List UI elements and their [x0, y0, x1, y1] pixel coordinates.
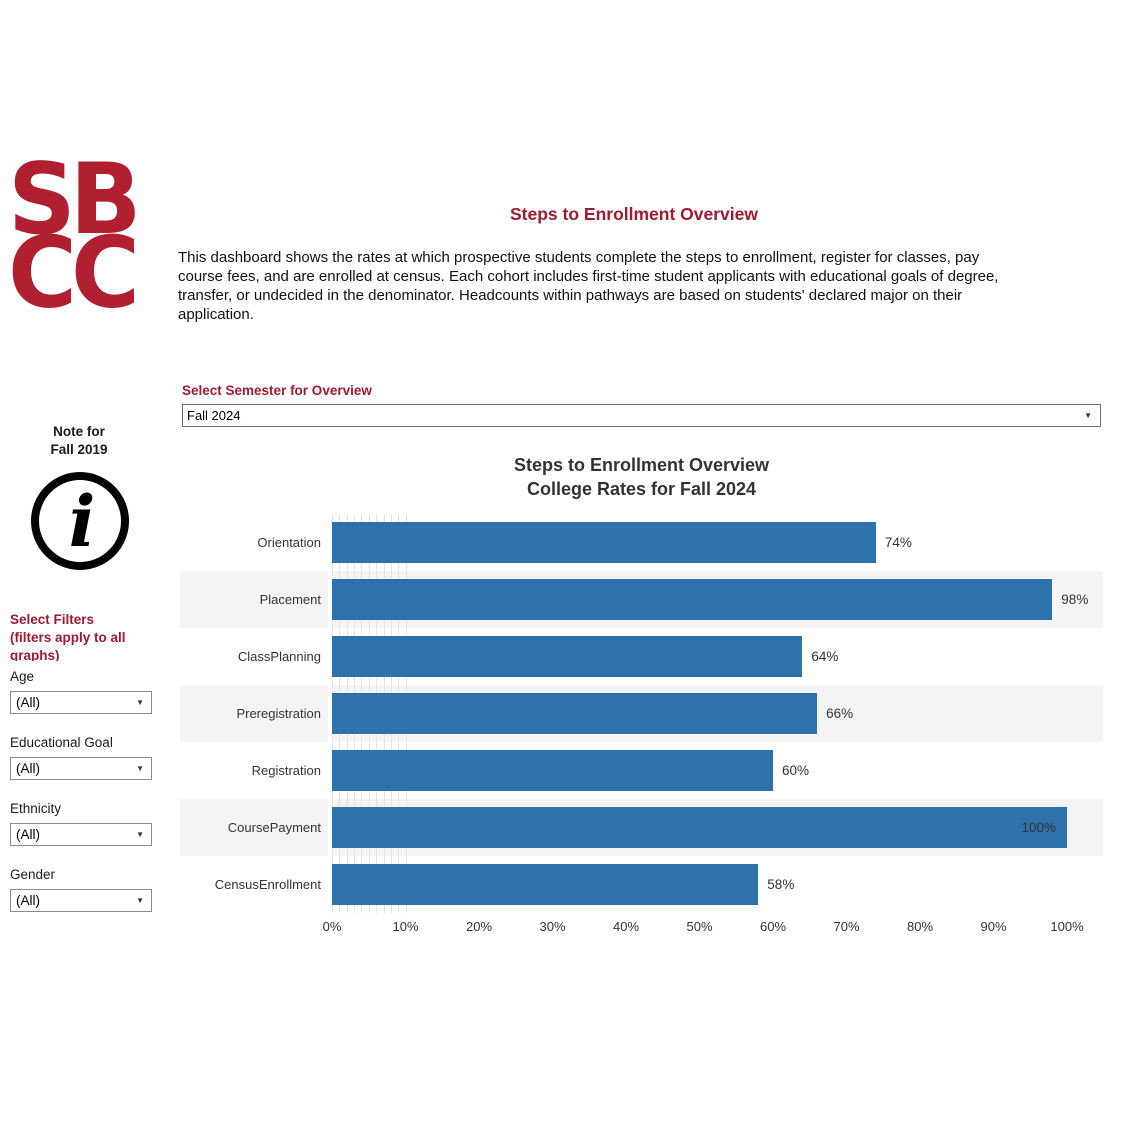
- logo-line-2: CC: [8, 217, 140, 331]
- chevron-down-icon: ▼: [136, 895, 144, 905]
- chart-row: Preregistration 66%: [180, 685, 1103, 742]
- row-label: CensusEnrollment: [214, 877, 321, 892]
- bar-coursepayment[interactable]: [332, 807, 1067, 848]
- semester-select-label: Select Semester for Overview: [182, 383, 372, 398]
- row-label: Preregistration: [180, 685, 328, 742]
- page-title: Steps to Enrollment Overview: [510, 204, 758, 224]
- filter-dropdown-educational-goal[interactable]: (All) ▼: [10, 757, 152, 780]
- bar-preregistration[interactable]: [332, 693, 818, 734]
- row-plot: 100%: [332, 799, 1103, 856]
- filter-dropdown-ethnicity[interactable]: (All) ▼: [10, 823, 152, 846]
- bar-censusenrollment[interactable]: [332, 864, 759, 905]
- filter-group-ethnicity: Ethnicity (All) ▼: [10, 800, 153, 846]
- chart-row: Placement 98%: [180, 571, 1103, 628]
- bar-value-label: 60%: [782, 763, 810, 778]
- filter-group-educational-goal: Educational Goal (All) ▼: [10, 734, 153, 780]
- filter-dropdown-gender[interactable]: (All) ▼: [10, 889, 152, 912]
- row-plot: 64%: [332, 628, 1103, 685]
- bar-value-label: 100%: [1021, 820, 1056, 835]
- x-tick-label: 50%: [686, 919, 713, 934]
- filter-label-educational-goal: Educational Goal: [10, 735, 113, 750]
- row-label: ClassPlanning: [237, 649, 321, 664]
- x-tick-label: 70%: [833, 919, 860, 934]
- chart-row: Orientation 74%: [180, 514, 1103, 571]
- row-label: Registration: [251, 763, 321, 778]
- x-tick-label: 10%: [392, 919, 419, 934]
- x-tick-label: 80%: [906, 919, 934, 934]
- chart-rows: Orientation 74% Placement 98% ClassPlanning 6…: [180, 514, 1103, 913]
- filter-group-age: Age (All) ▼: [10, 668, 153, 714]
- dashboard-description: This dashboard shows the rates at which …: [178, 249, 999, 323]
- bar-classplanning[interactable]: [332, 636, 803, 677]
- bar-value-label: 74%: [884, 535, 912, 550]
- row-label: Orientation: [257, 535, 321, 550]
- filter-dropdown-value: (All): [16, 695, 40, 710]
- row-plot: 58%: [332, 856, 1103, 913]
- x-tick-label: 90%: [980, 919, 1007, 934]
- note-label: Note for Fall 2019: [50, 424, 108, 457]
- filter-group-gender: Gender (All) ▼: [10, 866, 153, 912]
- chevron-down-icon: ▼: [136, 763, 144, 773]
- x-tick-label: 60%: [759, 919, 787, 934]
- x-tick-label: 30%: [539, 919, 566, 934]
- filter-label-ethnicity: Ethnicity: [10, 801, 62, 816]
- filter-label-age: Age: [10, 669, 35, 684]
- bar-value-label: 98%: [1061, 592, 1089, 607]
- bar-value-label: 58%: [767, 877, 795, 892]
- svg-text:i: i: [69, 480, 96, 563]
- chart-row: ClassPlanning 64%: [180, 628, 1103, 685]
- filter-dropdown-value: (All): [16, 827, 40, 842]
- bar-registration[interactable]: [332, 750, 773, 791]
- chevron-down-icon: ▼: [136, 697, 144, 707]
- chart-title: Steps to Enrollment Overview College Rat…: [180, 453, 1103, 501]
- x-tick-label: 20%: [465, 919, 493, 934]
- chart-title-line: Steps to Enrollment Overview: [513, 455, 770, 475]
- info-icon[interactable]: i: [28, 469, 132, 573]
- chart-subtitle-line: College Rates for Fall 2024: [526, 479, 757, 499]
- row-label: Placement: [180, 571, 328, 628]
- chart-row: CoursePayment 100%: [180, 799, 1103, 856]
- x-tick-label: 40%: [612, 919, 640, 934]
- row-plot: 60%: [332, 742, 1103, 799]
- filter-label-gender: Gender: [10, 867, 56, 882]
- filter-list: Age (All) ▼ Educational Goal (All) ▼ Ethnicity…: [10, 668, 153, 912]
- logo-line-1: SB: [8, 143, 141, 257]
- chevron-down-icon: ▼: [136, 829, 144, 839]
- row-plot: 66%: [332, 685, 1103, 742]
- filter-dropdown-value: (All): [16, 893, 40, 908]
- bar-placement[interactable]: [332, 579, 1053, 620]
- chevron-down-icon: ▼: [1084, 410, 1092, 420]
- filters-panel: Select Filters (filters apply to all gra…: [10, 611, 153, 932]
- x-tick-label: 0%: [322, 919, 342, 934]
- semester-dropdown-value: Fall 2024: [187, 408, 241, 423]
- filters-header: Select Filters (filters apply to all gra…: [10, 612, 126, 661]
- row-label: CoursePayment: [180, 799, 328, 856]
- bar-orientation[interactable]: [332, 522, 876, 563]
- sbcc-logo: SB CC: [8, 143, 173, 331]
- row-plot: 74%: [332, 514, 1103, 571]
- semester-dropdown[interactable]: Fall 2024 ▼: [182, 404, 1101, 427]
- chart-row: CensusEnrollment 58%: [180, 856, 1103, 913]
- filter-dropdown-age[interactable]: (All) ▼: [10, 691, 152, 714]
- x-axis: 0% 10% 20% 30% 40% 50% 60% 70% 80% 90% 100%: [180, 919, 1103, 939]
- x-tick-label: 100%: [1050, 919, 1084, 934]
- bar-value-label: 66%: [826, 706, 854, 721]
- filter-dropdown-value: (All): [16, 761, 40, 776]
- bar-value-label: 64%: [811, 649, 839, 664]
- chart-row: Registration 60%: [180, 742, 1103, 799]
- row-plot: 98%: [332, 571, 1103, 628]
